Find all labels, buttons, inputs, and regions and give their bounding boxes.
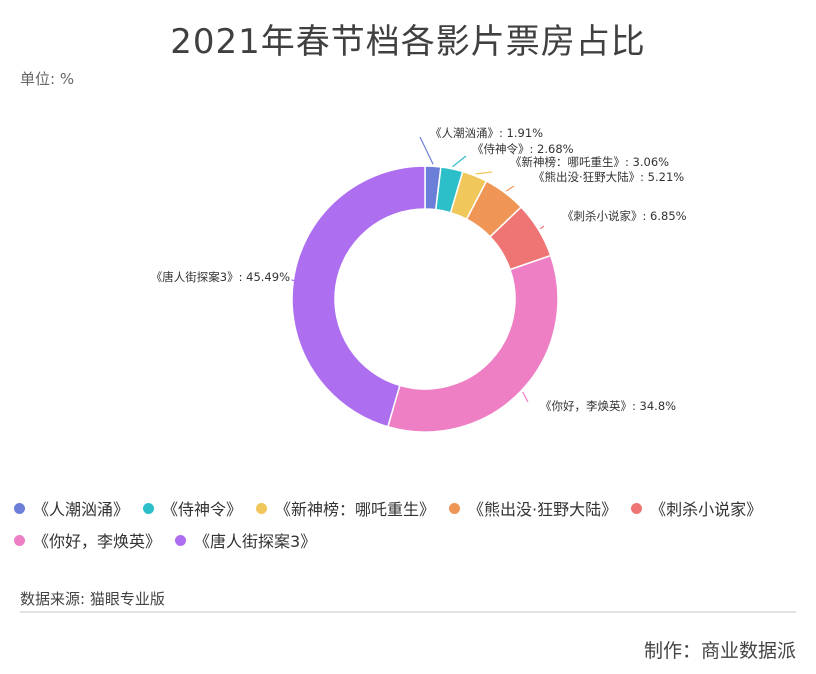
unit-label: 单位: % xyxy=(20,70,75,88)
legend-entry[interactable]: 《熊出没·狂野大陆》 xyxy=(449,496,617,520)
data-source: 数据来源: 猫眼专业版 xyxy=(20,590,165,608)
chart-legend: 《人潮汹涌》 《侍神令》 《新神榜：哪吒重生》 《熊出没·狂野大陆》 《刺杀小说家》《你… xyxy=(14,496,804,552)
legend-entry[interactable]: 《人潮汹涌》 xyxy=(14,496,129,520)
data-label: 《你好，李焕英》: 34.8% xyxy=(540,399,676,413)
legend-entry[interactable]: 《你好，李焕英》 xyxy=(14,528,161,552)
legend-label: 《你好，李焕英》 xyxy=(33,532,162,551)
legend-entry[interactable]: 《唐人街探案3》 xyxy=(175,528,316,552)
data-label: 《人潮汹涌》: 1.91% xyxy=(430,126,543,140)
leader-line xyxy=(291,279,297,282)
legend-label: 《熊出没·狂野大陆》 xyxy=(468,500,618,519)
legend-swatch xyxy=(143,502,155,514)
chart-title: 2021年春节档各影片票房占比 xyxy=(170,22,646,62)
legend-entry[interactable]: 《新神榜：哪吒重生》 xyxy=(256,496,435,520)
donut-slice xyxy=(291,165,426,428)
legend-swatch xyxy=(14,502,25,514)
leader-line xyxy=(539,225,545,230)
data-label: 《熊出没·狂野大陆》: 5.21% xyxy=(533,170,684,184)
legend-label: 《唐人街探案3》 xyxy=(194,532,317,551)
legend-label: 《刺杀小说家》 xyxy=(650,500,763,519)
legend-swatch xyxy=(631,502,643,514)
data-label: 《唐人街探案3》: 45.49% xyxy=(151,270,290,284)
donut-slice xyxy=(386,254,559,433)
legend-swatch xyxy=(256,502,268,514)
leader-line xyxy=(522,391,529,403)
legend-swatch xyxy=(449,502,461,514)
leader-line xyxy=(452,155,467,168)
data-label: 《刺杀小说家》: 6.85% xyxy=(562,209,687,223)
legend-label: 《人潮汹涌》 xyxy=(33,500,130,519)
legend-swatch xyxy=(14,534,25,546)
data-label: 《新神榜：哪吒重生》: 3.06% xyxy=(510,155,669,169)
divider xyxy=(20,611,796,613)
data-label: 《侍神令》: 2.68% xyxy=(472,142,574,156)
legend-label: 《侍神令》 xyxy=(162,500,243,519)
credit-label: 制作：商业数据派 xyxy=(643,640,796,662)
legend-entry[interactable]: 《侍神令》 xyxy=(143,496,242,520)
legend-entry[interactable]: 《刺杀小说家》 xyxy=(631,496,762,520)
legend-label: 《新神榜：哪吒重生》 xyxy=(275,500,436,519)
leader-line xyxy=(475,171,493,175)
donut-chart: 《人潮汹涌》: 1.91% 《侍神令》: 2.68%《新神榜：哪吒重生》: 3.0… xyxy=(151,126,687,433)
leader-line xyxy=(505,185,515,192)
legend-swatch xyxy=(175,534,187,546)
leader-line xyxy=(419,136,434,165)
